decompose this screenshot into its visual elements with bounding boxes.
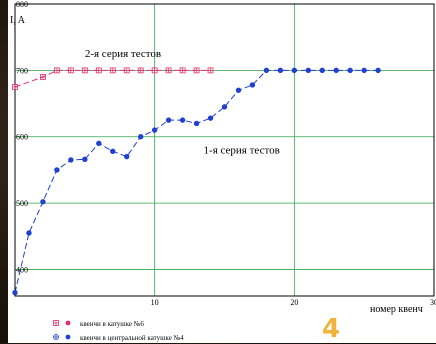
series-line	[14, 69, 379, 293]
series-layer	[12, 67, 381, 296]
y-tick-label: 400	[16, 265, 28, 274]
y-tick-label: 800	[16, 0, 28, 9]
data-point	[347, 67, 353, 74]
data-point	[54, 167, 60, 173]
annotation-series-1: 1-я серия тестов	[204, 144, 280, 156]
data-point	[26, 230, 32, 236]
series-2	[12, 67, 381, 296]
data-point	[249, 82, 256, 88]
data-point-cross	[54, 67, 60, 73]
data-point	[165, 117, 172, 123]
y-axis-label: I, A	[10, 15, 26, 26]
legend-marker-cross	[53, 334, 59, 340]
data-point	[151, 127, 158, 133]
data-point	[40, 199, 46, 205]
data-point-cross	[68, 67, 74, 73]
quench-current-chart: 10 20 30 400 500 600 700 800 I, A номер квенч 2…	[10, 0, 436, 342]
data-point-cross	[194, 67, 200, 73]
y-tick-label: 600	[16, 133, 28, 142]
data-point	[124, 153, 130, 160]
data-point-cross	[180, 67, 186, 73]
data-point	[235, 87, 242, 93]
legend-label: квенчи в центральной катушке №4	[80, 334, 184, 342]
data-point	[96, 140, 102, 147]
data-point	[110, 148, 116, 155]
data-point-cross	[12, 84, 18, 90]
data-point-cross	[96, 67, 102, 73]
x-axis-label: номер квенч	[370, 304, 423, 315]
data-point	[277, 67, 284, 74]
data-point	[333, 67, 339, 74]
legend-item-1: квенчи в катушке №6	[53, 320, 144, 328]
annotation-series-2: 2-я серия тестов	[85, 48, 161, 60]
y-tick-label: 700	[16, 66, 28, 75]
data-point	[319, 67, 325, 74]
tick-labels: 10 20 30 400 500 600 700 800	[16, 0, 436, 307]
x-tick-label: 20	[290, 298, 298, 307]
legend-marker-cross	[53, 320, 59, 326]
plot-border	[14, 3, 435, 297]
data-point	[68, 157, 74, 163]
x-tick-label: 30	[430, 298, 436, 307]
legend-label: квенчи в катушке №6	[80, 320, 144, 328]
legend-marker	[65, 320, 71, 326]
data-point	[82, 156, 88, 162]
data-point-cross	[152, 67, 158, 73]
data-point-cross	[124, 67, 130, 73]
series-1	[12, 67, 214, 90]
y-tick-label: 500	[16, 199, 28, 208]
data-point	[375, 67, 381, 74]
data-point	[291, 67, 298, 74]
data-point	[12, 289, 18, 296]
data-point-cross	[138, 67, 144, 73]
legend-marker	[65, 334, 71, 340]
data-point	[361, 67, 367, 74]
data-point-cross	[166, 67, 172, 73]
data-point	[305, 67, 311, 74]
data-point	[221, 104, 228, 110]
legend: квенчи в катушке №6 квенчи в центральной …	[53, 320, 184, 342]
data-point-cross	[40, 74, 46, 80]
chart-frame: 10 20 30 400 500 600 700 800 I, A номер квенч 2…	[8, 0, 436, 344]
data-point	[263, 67, 270, 74]
data-point	[207, 115, 214, 121]
data-point-cross	[208, 67, 214, 73]
data-point	[179, 117, 186, 123]
x-tick-label: 10	[151, 298, 159, 307]
data-point	[193, 120, 200, 127]
slide-number: 4	[322, 314, 341, 344]
data-point	[138, 134, 144, 140]
data-point-cross	[82, 67, 88, 73]
legend-item-2: квенчи в центральной катушке №4	[53, 334, 184, 342]
data-point-cross	[110, 67, 116, 73]
